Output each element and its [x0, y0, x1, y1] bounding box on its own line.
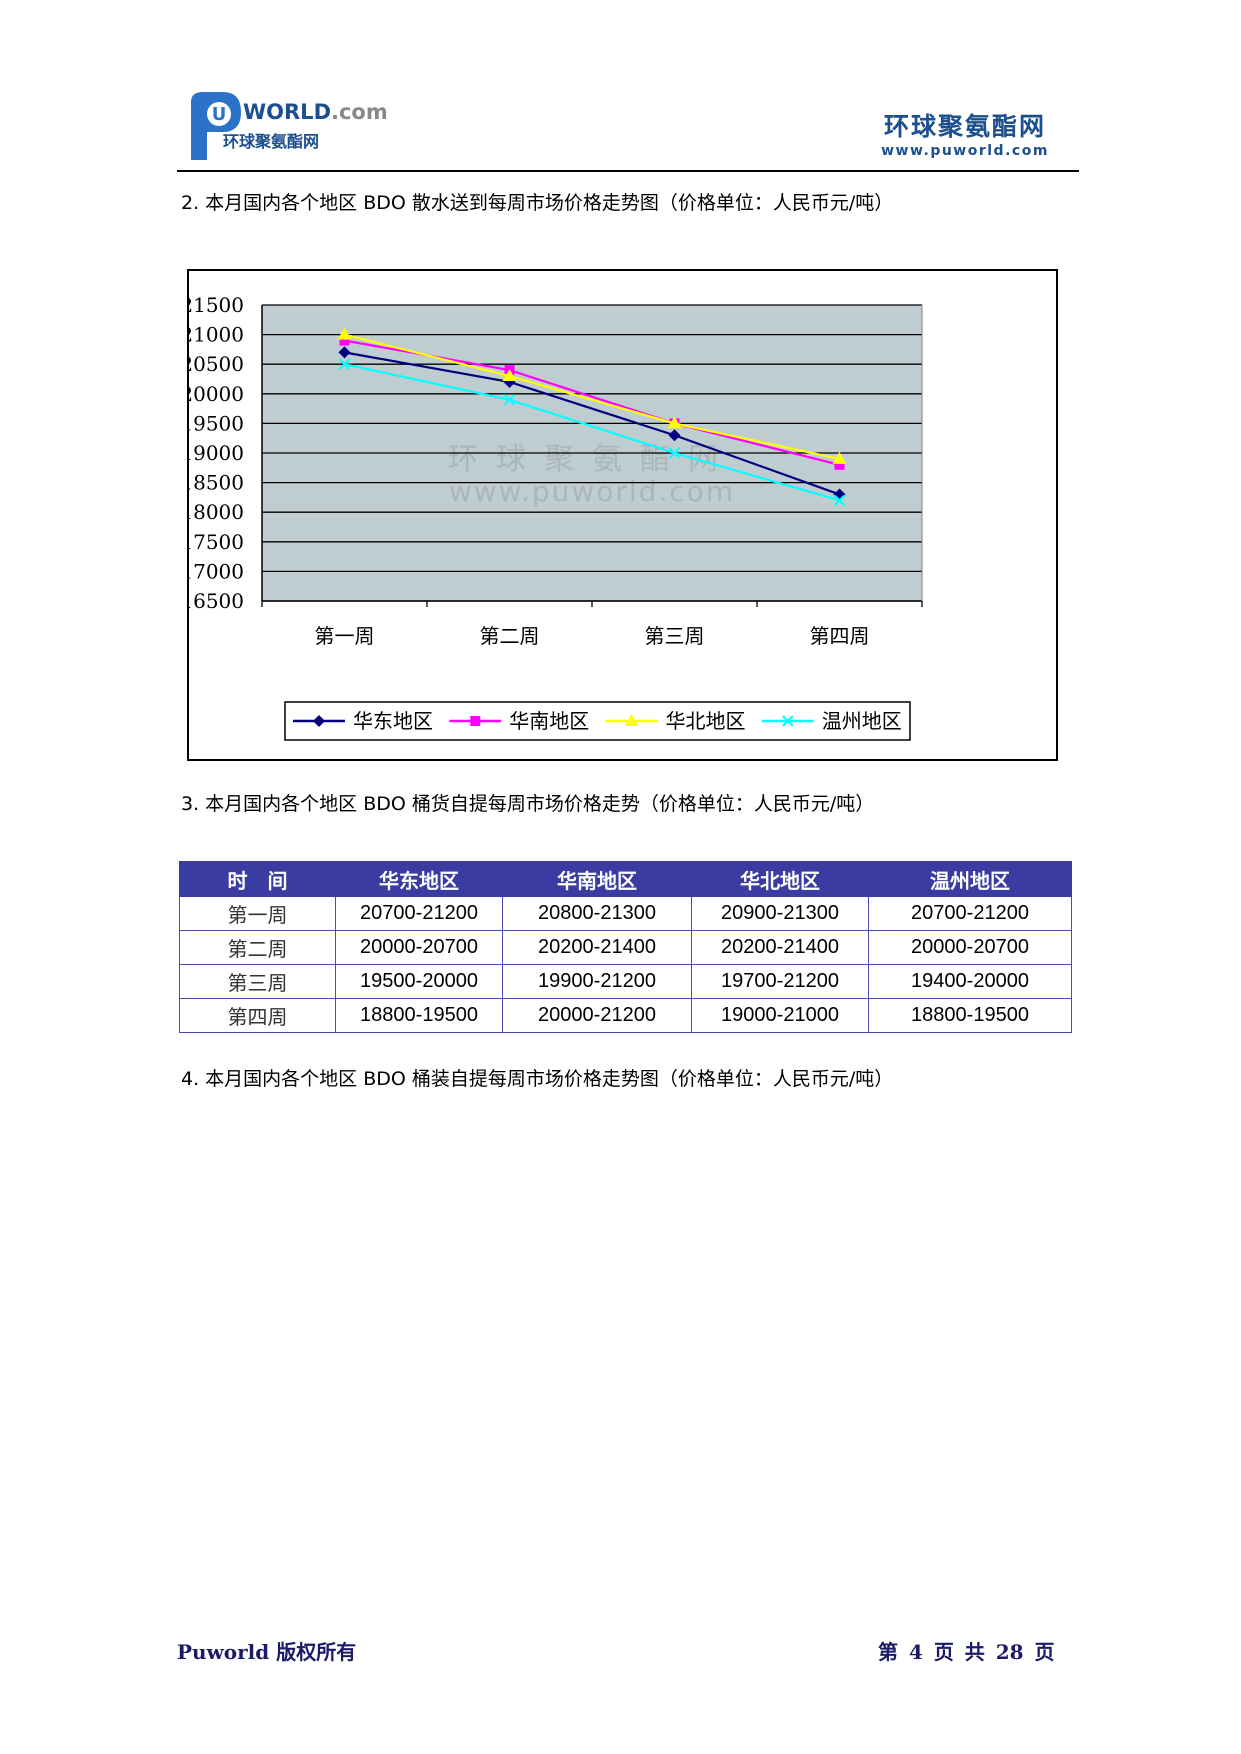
svg-text:U: U: [212, 104, 227, 125]
data-point: [338, 346, 351, 359]
y-tick-label: 19000: [187, 441, 244, 465]
table-cell: 18800-19500: [335, 998, 503, 1033]
table-row: 第四周 18800-19500 20000-21200 19000-21000 …: [179, 998, 1072, 1033]
legend-marker: [470, 716, 481, 726]
site-brand-url: www.puworld.com: [881, 143, 1049, 159]
data-point: [668, 447, 681, 459]
section-3-title: 3. 本月国内各个地区 BDO 桶货自提每周市场价格走势（价格单位：人民币元/吨…: [181, 793, 875, 815]
table-cell: 20800-21300: [502, 896, 692, 931]
table-cell: 19900-21200: [502, 964, 692, 999]
table-cell: 第一周: [179, 896, 336, 931]
table-row: 第一周 20700-21200 20800-21300 20900-21300 …: [179, 896, 1072, 931]
legend-marker: [782, 715, 794, 727]
logo-brand: WORLD: [243, 100, 331, 124]
data-point: [667, 416, 682, 429]
site-brand-cn: 环球聚氨酯网: [883, 112, 1046, 141]
x-tick-label: 第二周: [480, 624, 540, 648]
table-cell: 第三周: [179, 964, 336, 999]
table-row: 第二周 20000-20700 20200-21400 20200-21400 …: [179, 930, 1072, 965]
table-header-row: 时 间 华东地区 华南地区 华北地区 温州地区: [179, 861, 1072, 897]
data-point: [337, 327, 352, 340]
table-cell: 20200-21400: [502, 930, 692, 965]
header-south: 华南地区: [502, 861, 692, 897]
y-tick-label: 19500: [187, 411, 244, 435]
header-east: 华东地区: [335, 861, 503, 897]
data-point: [338, 358, 351, 370]
data-point: [833, 494, 846, 507]
table-cell: 20000-21200: [502, 998, 692, 1033]
logo-cn-text: 环球聚氨酯网: [223, 132, 320, 151]
y-tick-label: 20000: [187, 382, 244, 406]
table-cell: 20200-21400: [691, 930, 869, 965]
legend-label: 华南地区: [509, 709, 589, 733]
x-tick-label: 第一周: [315, 624, 375, 648]
table-cell: 20900-21300: [691, 896, 869, 931]
logo-domain: .com: [331, 100, 388, 124]
x-tick-label: 第三周: [645, 624, 705, 648]
table-cell: 20000-20700: [868, 930, 1072, 965]
table-cell: 19400-20000: [868, 964, 1072, 999]
data-point: [503, 394, 516, 406]
table-cell: 20700-21200: [335, 896, 503, 931]
table-cell: 18800-19500: [868, 998, 1072, 1033]
y-tick-label: 20500: [187, 352, 244, 376]
data-point: [502, 369, 517, 382]
watermark-cn: 环球聚氨酯网: [448, 442, 736, 477]
y-tick-label: 16500: [187, 589, 244, 613]
y-tick-label: 18500: [187, 471, 244, 495]
table-cell: 19000-21000: [691, 998, 869, 1033]
y-tick-label: 21500: [187, 293, 244, 317]
site-brand: 环球聚氨酯网 www.puworld.com: [850, 112, 1080, 164]
price-table-wrap: 时 间 华东地区 华南地区 华北地区 温州地区 第一周 20700-21200 …: [179, 861, 1072, 1033]
legend-label: 华东地区: [353, 709, 433, 733]
header-divider: [177, 170, 1079, 172]
table-cell: 20000-20700: [335, 930, 503, 965]
series-line: [344, 363, 840, 502]
legend-label: 华北地区: [666, 709, 746, 733]
legend-label: 温州地区: [822, 709, 902, 733]
legend-marker: [624, 714, 639, 726]
legend-marker: [313, 715, 325, 727]
y-tick-label: 21000: [187, 323, 244, 347]
data-point: [503, 375, 516, 388]
data-point: [832, 451, 847, 464]
data-point: [339, 335, 350, 346]
section-2-title: 2. 本月国内各个地区 BDO 散水送到每周市场价格走势图（价格单位：人民币元/…: [181, 192, 894, 214]
table-row: 第三周 19500-20000 19900-21200 19700-21200 …: [179, 964, 1072, 999]
table-cell: 19700-21200: [691, 964, 869, 999]
table-cell: 第四周: [179, 998, 336, 1033]
footer-copyright: Puworld 版权所有: [177, 1640, 357, 1664]
puworld-logo-icon: U: [191, 92, 241, 160]
section-4-title: 4. 本月国内各个地区 BDO 桶装自提每周市场价格走势图（价格单位：人民币元/…: [181, 1068, 894, 1090]
header-wenzhou: 温州地区: [868, 861, 1072, 897]
header-north: 华北地区: [691, 861, 869, 897]
puworld-logo: U WORLD.com 环球聚氨酯网: [183, 88, 388, 164]
table-cell: 19500-20000: [335, 964, 503, 999]
y-tick-label: 17500: [187, 530, 244, 554]
data-point: [834, 459, 845, 470]
price-table: 时 间 华东地区 华南地区 华北地区 温州地区 第一周 20700-21200 …: [179, 861, 1072, 1033]
data-point: [668, 429, 681, 442]
header-time: 时 间: [179, 861, 336, 897]
watermark-url: www.puworld.com: [449, 475, 735, 508]
y-tick-label: 18000: [187, 500, 244, 524]
series-line: [344, 351, 840, 496]
x-tick-label: 第四周: [810, 624, 870, 648]
series-line: [344, 333, 840, 460]
table-cell: 20700-21200: [868, 896, 1072, 931]
y-tick-label: 17000: [187, 559, 244, 583]
table-cell: 第二周: [179, 930, 336, 965]
footer-page-info: 第 4 页 共 28 页: [878, 1640, 1055, 1664]
